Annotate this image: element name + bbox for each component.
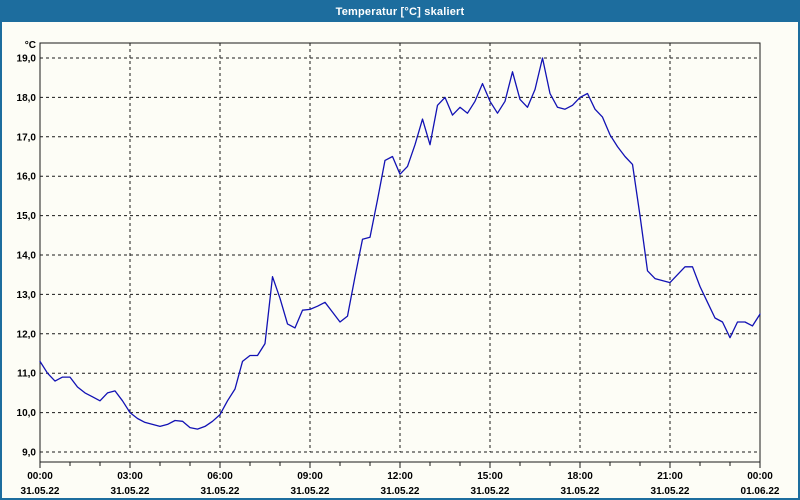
y-tick-label: 15,0 xyxy=(17,211,37,222)
x-tick-time-label: 12:00 xyxy=(387,471,413,482)
y-tick-label: 9,0 xyxy=(22,448,36,459)
x-tick-date-label: 31.05.22 xyxy=(111,486,150,497)
y-tick-label: 12,0 xyxy=(17,329,37,340)
chart-area: 19,0 18,0 17,0 16,0 15,0 14,0 13,0 12,0 11,0 10,0… xyxy=(2,22,798,498)
x-tick-time-label: 03:00 xyxy=(117,471,143,482)
x-tick-date-label: 01.06.22 xyxy=(741,486,780,497)
x-tick-time-label: 00:00 xyxy=(747,471,773,482)
y-tick-label: 19,0 xyxy=(17,54,37,65)
axis-frame xyxy=(39,42,761,463)
x-tick-time-label: 06:00 xyxy=(207,471,233,482)
x-tick-date-label: 31.05.22 xyxy=(651,486,690,497)
temperature-line xyxy=(39,57,761,430)
x-tick-time-label: 18:00 xyxy=(567,471,593,482)
x-tick-date-label: 31.05.22 xyxy=(381,486,420,497)
y-tick-label: 11,0 xyxy=(17,369,36,380)
y-tick-label: 16,0 xyxy=(17,172,37,183)
y-tick-label: 18,0 xyxy=(17,93,37,104)
x-tick-date-label: 31.05.22 xyxy=(21,486,60,497)
y-tick-label: 13,0 xyxy=(17,290,37,301)
title-bar[interactable]: Temperatur [°C] skaliert xyxy=(2,2,798,22)
y-tick-label: 10,0 xyxy=(17,408,37,419)
x-tick-time-label: 09:00 xyxy=(297,471,323,482)
x-tick-date-label: 31.05.22 xyxy=(201,486,240,497)
y-axis-unit-label: °C xyxy=(25,40,36,51)
x-tick-time-label: 15:00 xyxy=(477,471,503,482)
y-tick-label: 17,0 xyxy=(17,132,37,143)
chart-svg: 19,0 18,0 17,0 16,0 15,0 14,0 13,0 12,0 11,0 10,0… xyxy=(17,40,780,497)
x-tick-date-label: 31.05.22 xyxy=(471,486,510,497)
window-title: Temperatur [°C] skaliert xyxy=(335,6,465,18)
x-tick-time-label: 21:00 xyxy=(657,471,683,482)
x-tick-date-label: 31.05.22 xyxy=(561,486,600,497)
x-tick-time-label: 00:00 xyxy=(27,471,53,482)
y-tick-label: 14,0 xyxy=(17,251,37,262)
x-tick-date-label: 31.05.22 xyxy=(291,486,330,497)
